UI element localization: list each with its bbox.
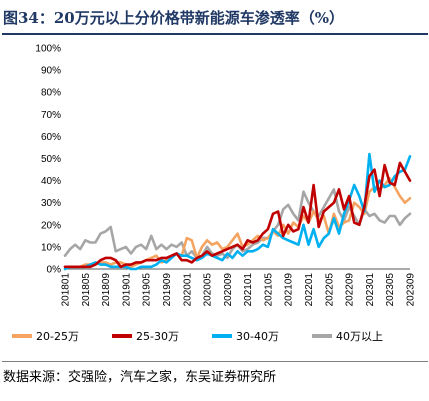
- x-tick-label: 201809: [101, 273, 112, 307]
- y-tick-label: 50%: [41, 154, 61, 165]
- y-tick-label: 10%: [41, 242, 61, 253]
- y-tick-label: 100%: [35, 44, 61, 55]
- legend-label: 40万以上: [336, 330, 383, 343]
- x-tick-label: 202305: [385, 273, 396, 307]
- legend-label: 30-40万: [236, 330, 279, 343]
- x-tick-label: 202209: [345, 273, 356, 307]
- y-tick-label: 60%: [41, 132, 61, 143]
- x-tick-label: 202105: [263, 273, 274, 307]
- x-tick-label: 201905: [142, 273, 153, 307]
- title-divider: [2, 33, 428, 35]
- x-tick-label: 202101: [243, 273, 254, 307]
- chart-axes: 0% 10% 20% 30% 40% 50% 60% 70% 80% 90% 100% 201801 2…: [35, 44, 416, 307]
- x-tick-label: 202205: [324, 273, 335, 307]
- source-divider: [2, 361, 428, 362]
- x-tick-label: 202005: [203, 273, 214, 307]
- x-tick-label: 201805: [81, 273, 92, 307]
- x-tick-label: 201801: [61, 273, 72, 307]
- y-tick-label: 40%: [41, 176, 61, 187]
- chart-legend: 20-25万 25-30万 30-40万 40万以上: [12, 330, 383, 343]
- x-tick-label: 202009: [223, 273, 234, 307]
- series-line-2: [63, 161, 412, 269]
- legend-label: 25-30万: [136, 330, 179, 343]
- line-chart: 0% 10% 20% 30% 40% 50% 60% 70% 80% 90% 100% 201801 2…: [12, 44, 417, 343]
- data-source-note: 数据来源：交强险，汽车之家，东吴证券研究所: [3, 370, 277, 385]
- x-tick-label: 201901: [121, 273, 132, 307]
- y-tick-label: 0%: [47, 265, 62, 276]
- y-tick-label: 70%: [41, 110, 61, 121]
- y-tick-label: 90%: [41, 66, 61, 77]
- x-tick-label: 202301: [365, 273, 376, 307]
- x-tick-label: 201909: [162, 273, 173, 307]
- chart-title: 图34：20万元以上分价格带新能源车渗透率（%）: [3, 9, 345, 27]
- series-layer: [63, 152, 412, 271]
- y-tick-label: 20%: [41, 220, 61, 231]
- x-tick-label: 202309: [406, 273, 417, 307]
- x-tick-label: 202109: [284, 273, 295, 307]
- x-tick-label: 202201: [304, 273, 315, 307]
- x-tick-label: 202001: [182, 273, 193, 307]
- y-tick-label: 80%: [41, 88, 61, 99]
- legend-label: 20-25万: [36, 330, 79, 343]
- y-tick-label: 30%: [41, 198, 61, 209]
